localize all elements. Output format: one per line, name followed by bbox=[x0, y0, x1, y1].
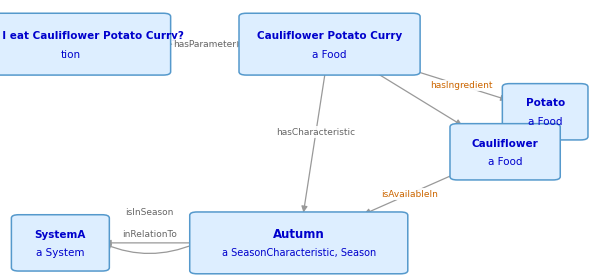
FancyArrowPatch shape bbox=[106, 240, 194, 245]
FancyBboxPatch shape bbox=[11, 215, 110, 271]
FancyBboxPatch shape bbox=[239, 13, 420, 75]
Text: Cauliflower Potato Curry: Cauliflower Potato Curry bbox=[257, 31, 402, 41]
Text: hasParameter: hasParameter bbox=[173, 40, 237, 49]
Text: a Food: a Food bbox=[312, 50, 347, 60]
Text: a Food: a Food bbox=[488, 157, 522, 167]
Text: a System: a System bbox=[36, 248, 84, 258]
FancyArrowPatch shape bbox=[302, 75, 325, 211]
Text: Should I eat Cauliflower Potato Curry?: Should I eat Cauliflower Potato Curry? bbox=[0, 31, 184, 41]
Text: Cauliflower: Cauliflower bbox=[472, 139, 538, 148]
Text: hasCharacteristic: hasCharacteristic bbox=[277, 128, 355, 137]
Text: a Food: a Food bbox=[528, 117, 562, 127]
Text: Potato: Potato bbox=[525, 99, 565, 108]
FancyArrowPatch shape bbox=[166, 42, 242, 47]
FancyBboxPatch shape bbox=[0, 13, 171, 75]
Text: Autumn: Autumn bbox=[273, 228, 325, 241]
Text: isInSeason: isInSeason bbox=[125, 208, 174, 217]
FancyBboxPatch shape bbox=[450, 124, 561, 180]
FancyArrowPatch shape bbox=[415, 71, 506, 100]
Text: isAvailableIn: isAvailableIn bbox=[381, 190, 438, 198]
Text: inRelationTo: inRelationTo bbox=[122, 230, 177, 239]
Text: tion: tion bbox=[61, 50, 81, 60]
FancyArrowPatch shape bbox=[365, 174, 455, 214]
Text: a SeasonCharacteristic, Season: a SeasonCharacteristic, Season bbox=[222, 248, 376, 258]
Text: hasIngredient: hasIngredient bbox=[430, 81, 492, 90]
FancyArrowPatch shape bbox=[377, 73, 461, 125]
FancyBboxPatch shape bbox=[190, 212, 408, 274]
FancyBboxPatch shape bbox=[503, 84, 588, 140]
Text: SystemA: SystemA bbox=[34, 230, 86, 240]
FancyArrowPatch shape bbox=[106, 244, 195, 253]
